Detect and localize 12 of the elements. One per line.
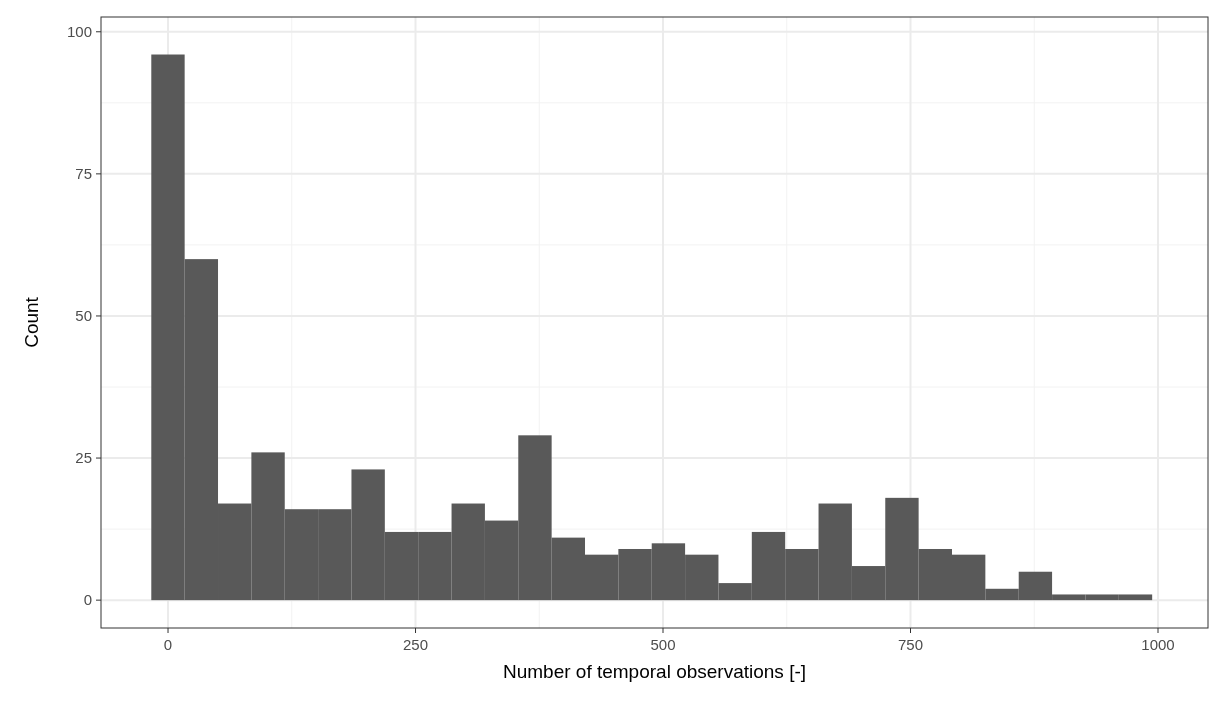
y-tick-label: 25: [75, 449, 92, 467]
y-tick-label: 100: [66, 22, 92, 40]
y-tick-label: 0: [83, 591, 92, 609]
x-tick-label: 0: [163, 636, 173, 653]
x-axis-title: Number of temporal observations [-]: [502, 661, 807, 682]
x-tick-label: 750: [897, 636, 924, 653]
y-tick-label: 75: [75, 164, 92, 182]
y-tick-label: 50: [75, 306, 92, 324]
x-tick-label: 250: [403, 636, 429, 653]
x-tick-label: 500: [650, 636, 676, 653]
y-axis-title: Count: [21, 296, 42, 348]
x-tick-label: 1000: [1141, 636, 1175, 653]
